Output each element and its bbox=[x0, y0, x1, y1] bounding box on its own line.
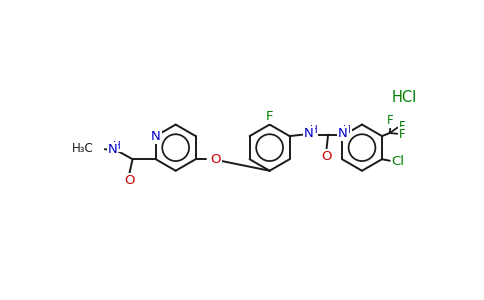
Text: O: O bbox=[321, 150, 332, 163]
Text: O: O bbox=[211, 154, 221, 166]
Text: Cl: Cl bbox=[392, 155, 405, 168]
Text: H: H bbox=[344, 125, 351, 135]
Text: F: F bbox=[399, 128, 405, 141]
Text: F: F bbox=[399, 120, 405, 133]
Text: N: N bbox=[107, 143, 118, 157]
Text: HCl: HCl bbox=[392, 90, 417, 105]
Text: O: O bbox=[124, 174, 135, 187]
Text: H₃C: H₃C bbox=[72, 142, 94, 155]
Text: N: N bbox=[151, 130, 161, 142]
Text: N: N bbox=[338, 127, 348, 140]
Text: H: H bbox=[310, 125, 318, 135]
Text: F: F bbox=[266, 110, 273, 123]
Text: H: H bbox=[113, 141, 121, 151]
Text: F: F bbox=[387, 114, 394, 127]
Text: N: N bbox=[304, 127, 314, 140]
